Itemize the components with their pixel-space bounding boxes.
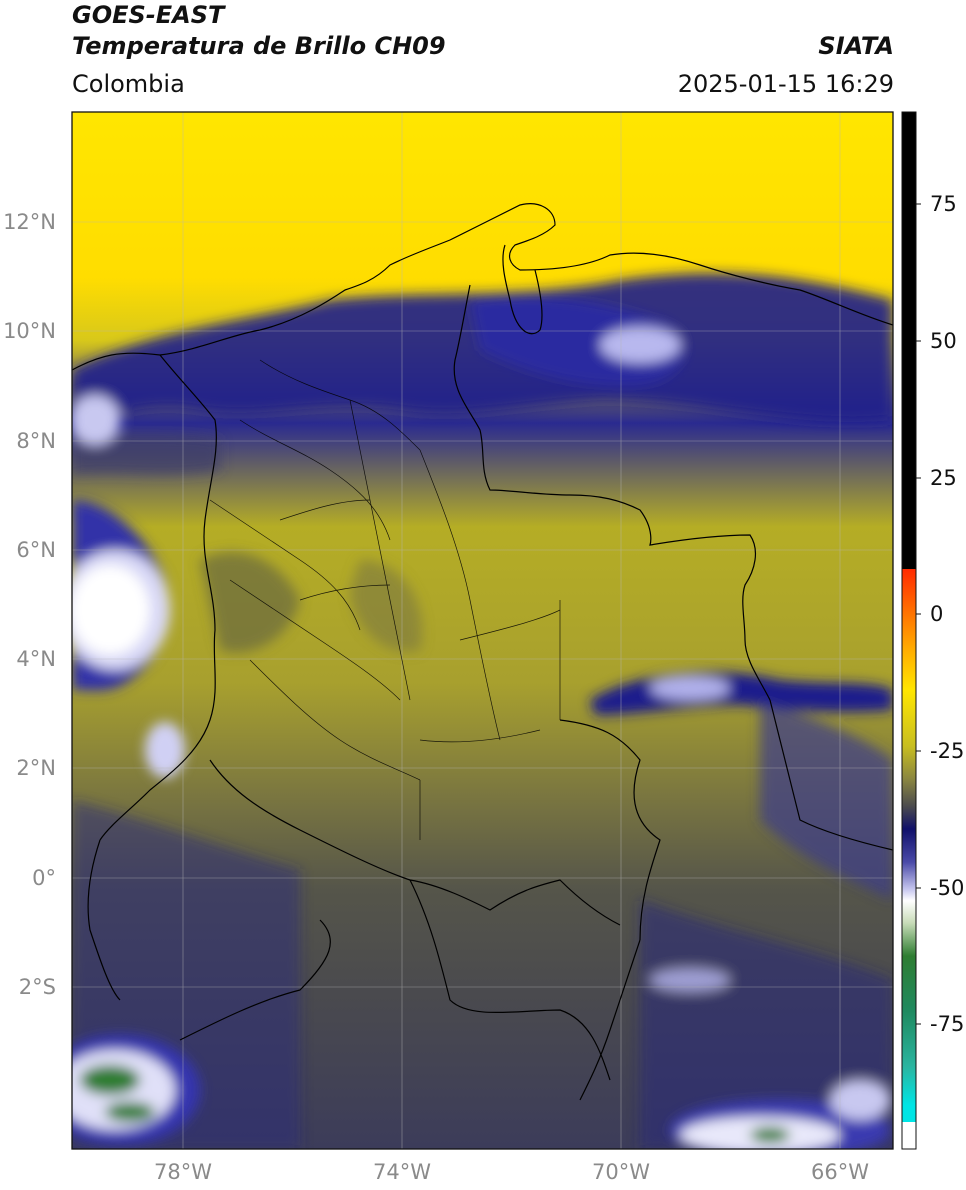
lon-label-78w: 78°W [154,1160,212,1184]
colorbar-tick-minus75: -75 [930,1012,965,1036]
lat-label-8n: 8°N [16,429,56,453]
satellite-title: GOES-EAST [72,1,225,29]
colorbar-black-segment [902,112,916,569]
colorbar-tick-minus25: -25 [930,739,965,763]
colorbar-tick-25: 25 [930,466,957,490]
colorbar-tick-75: 75 [930,192,957,216]
colorbar-frame [901,111,917,1150]
organization-label: SIATA [818,32,894,60]
gridlines [72,112,893,1149]
map-frame [71,111,894,1150]
region-label: Colombia [72,70,185,98]
colorbar-tick-minus50: -50 [930,876,965,900]
satellite-imagery [72,112,893,1149]
lat-label-2n: 2°N [16,756,56,780]
lat-label-12n: 12°N [3,210,56,234]
product-title: Temperatura de Brillo CH09 [72,32,446,60]
lon-label-66w: 66°W [811,1160,869,1184]
colorbar-gradient [902,569,916,1122]
lat-label-0: 0° [32,866,56,890]
lat-label-4n: 4°N [16,647,56,671]
lat-label-6n: 6°N [16,538,56,562]
department-borders [209,359,561,840]
lat-label-2s: 2°S [18,975,56,999]
country-borders [72,203,893,1101]
colorbar [901,111,921,1150]
colorbar-white-segment [902,1122,916,1149]
colorbar-tick-0: 0 [930,602,944,626]
lon-label-70w: 70°W [592,1160,650,1184]
title-block: GOES-EAST Temperatura de Brillo CH09 [72,0,446,62]
colorbar-tick-50: 50 [930,329,957,353]
lat-label-10n: 10°N [3,319,56,343]
lon-label-74w: 74°W [373,1160,431,1184]
datetime-label: 2025-01-15 16:29 [677,70,894,98]
